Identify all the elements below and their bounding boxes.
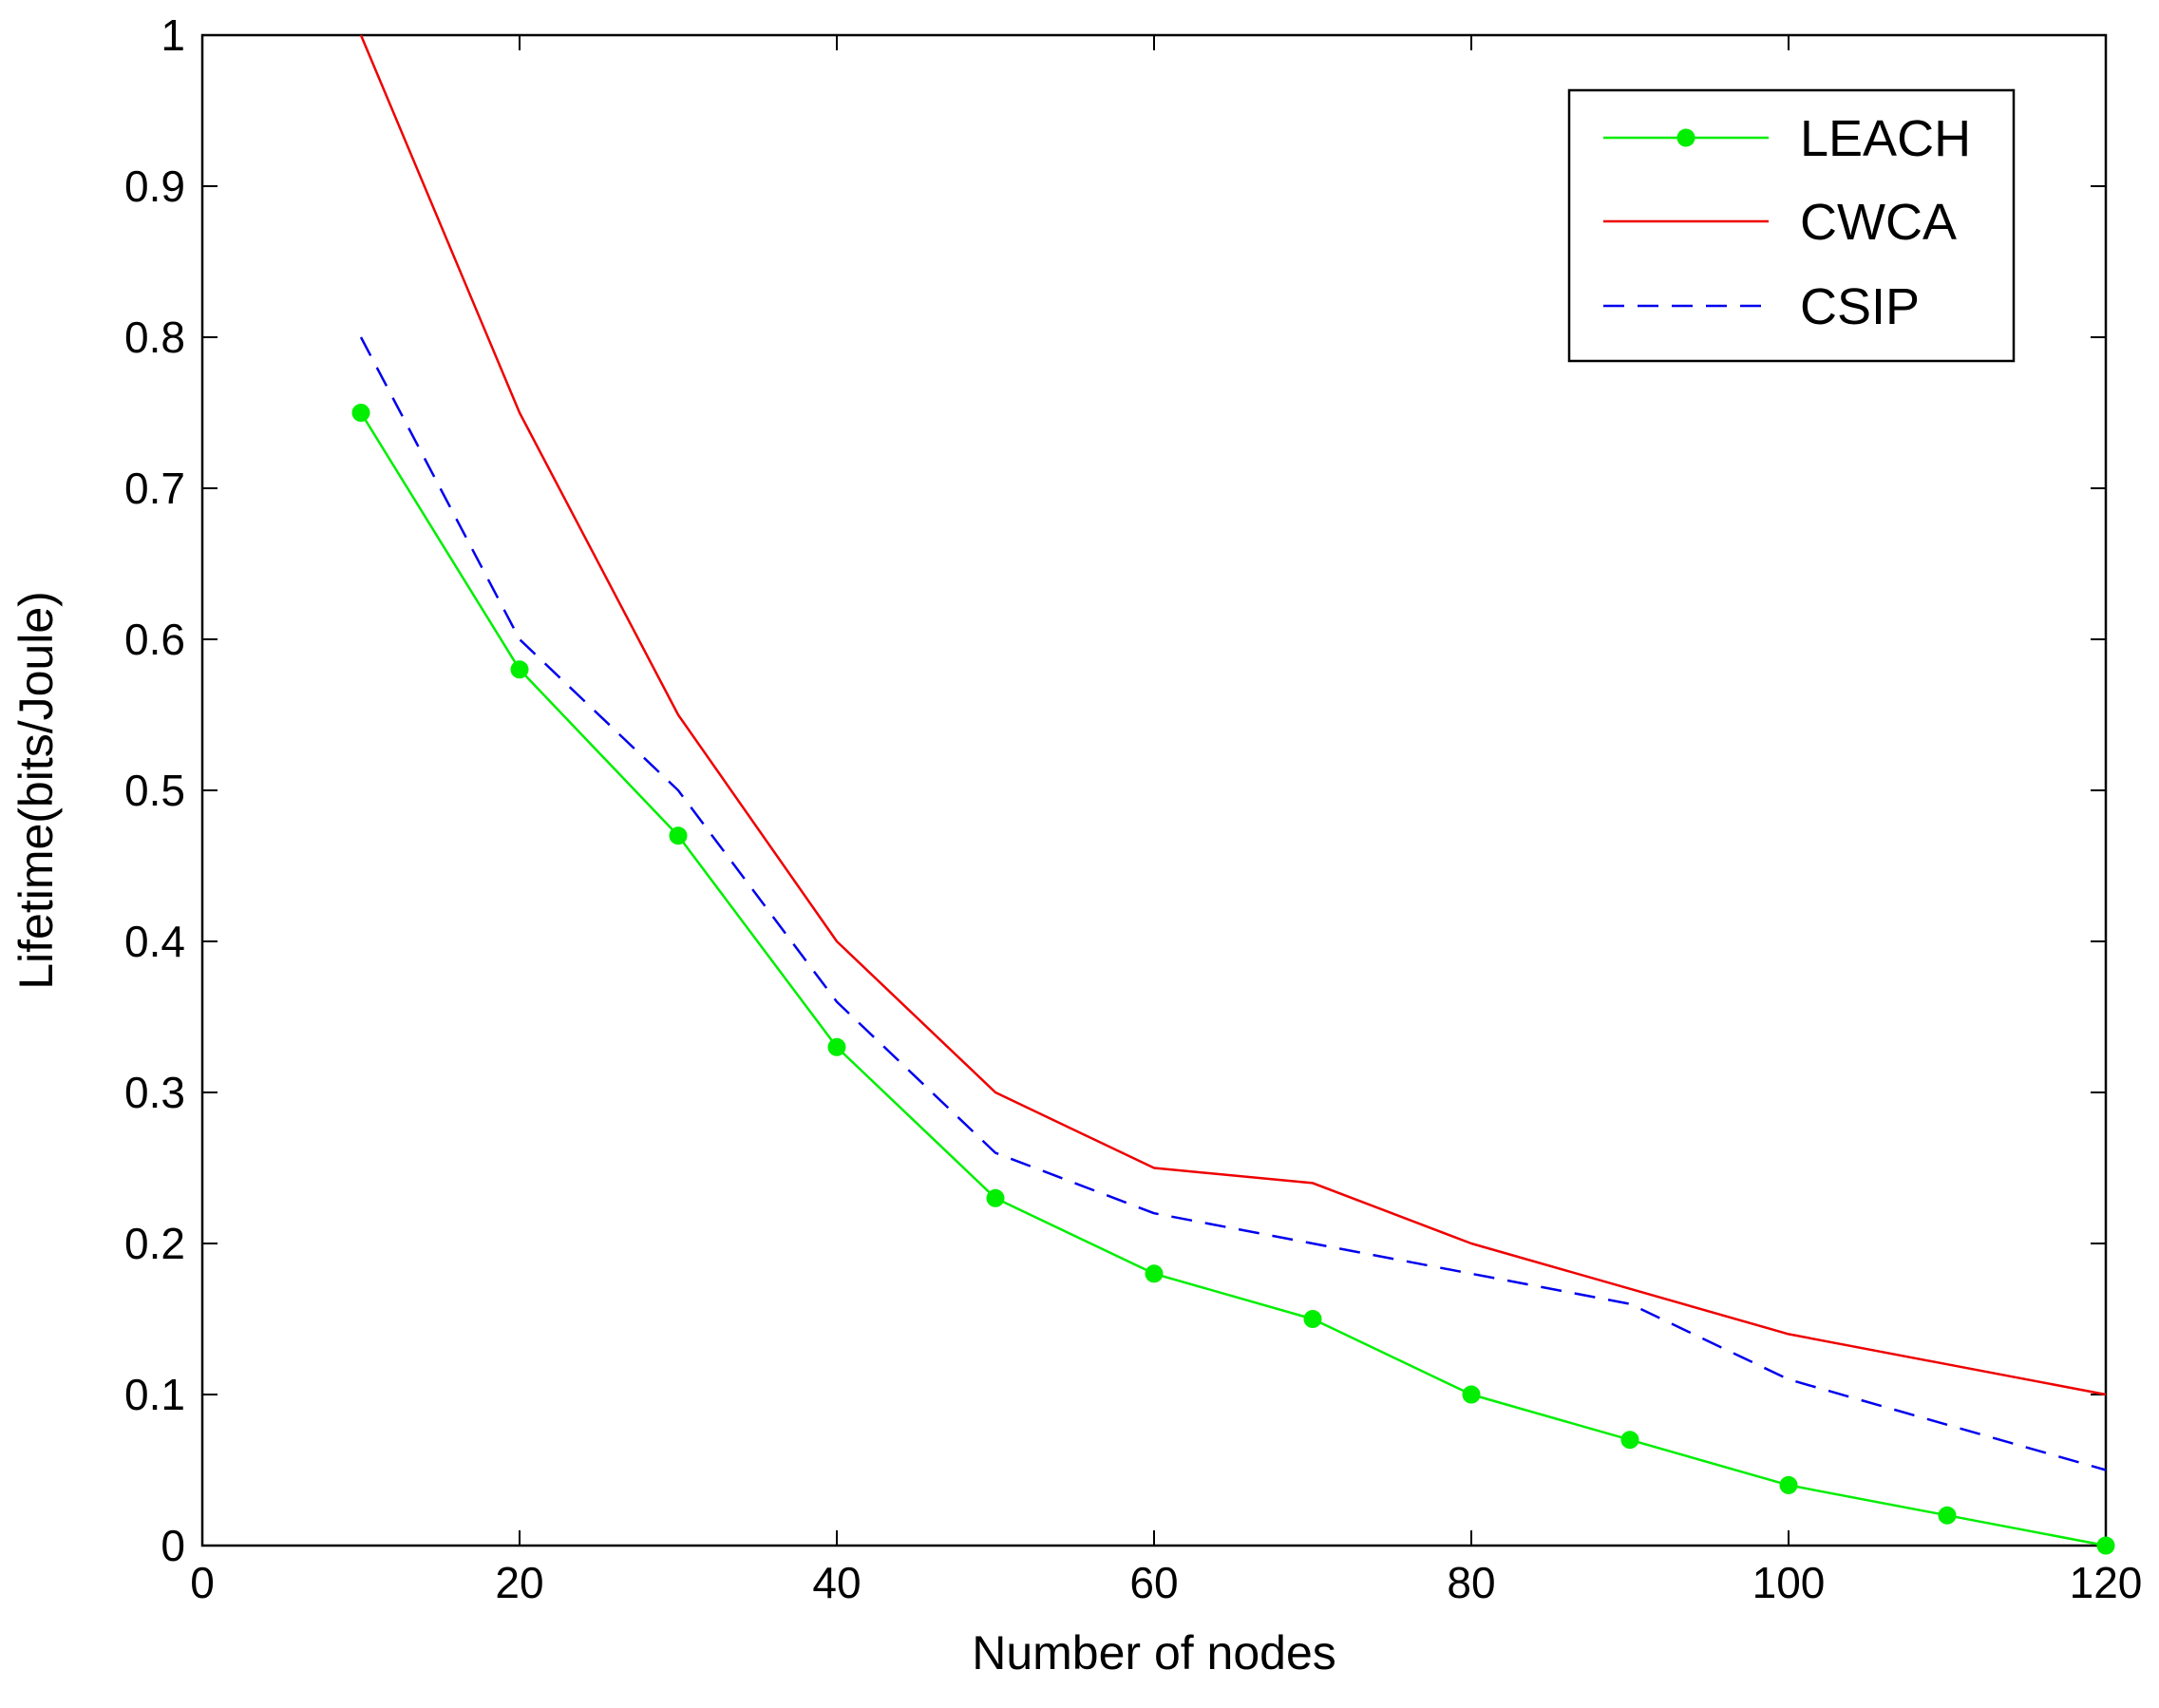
y-tick-label: 0.4 (124, 917, 185, 966)
y-tick-label: 0.6 (124, 615, 185, 664)
legend-label-leach: LEACH (1800, 110, 1971, 167)
tick-labels: 0 20 40 60 80 100 120 0 0.1 0.2 0.3 0.4 0.5 0.6 0.7 0.8… (124, 10, 2142, 1607)
axis-ticks (201, 34, 2107, 1547)
legend-label-cwca: CWCA (1800, 194, 1957, 251)
data-point-leach (827, 1037, 846, 1056)
x-tick-label: 80 (1447, 1558, 1495, 1607)
data-point-leach (986, 1188, 1005, 1207)
legend: LEACH CWCA CSIP (1567, 88, 2016, 363)
series-line-csip (359, 336, 2107, 1471)
x-tick-label: 120 (2070, 1558, 2143, 1607)
series-leach (351, 404, 2115, 1555)
legend-item-cwca: CWCA (1603, 194, 1957, 251)
y-axis-label: Lifetime(bits/Joule) (9, 591, 63, 990)
series-csip (359, 336, 2107, 1471)
y-tick-label: 0.1 (124, 1370, 185, 1419)
y-tick-label: 0.2 (124, 1219, 185, 1268)
data-point-leach (1303, 1310, 1322, 1328)
series-layer (351, 34, 2115, 1555)
data-point-leach (510, 660, 529, 679)
legend-item-leach: LEACH (1603, 110, 1971, 167)
data-point-leach (1620, 1431, 1639, 1450)
y-tick-label: 1 (161, 10, 185, 60)
data-point-leach (669, 826, 688, 845)
y-tick-label: 0.8 (124, 313, 185, 362)
x-tick-label: 60 (1129, 1558, 1178, 1607)
legend-label-csip: CSIP (1800, 278, 1920, 335)
y-tick-label: 0 (161, 1521, 185, 1570)
series-line-cwca (359, 34, 2107, 1396)
y-tick-label: 0.5 (124, 766, 185, 815)
y-tick-label: 0.7 (124, 464, 185, 513)
data-point-leach (1779, 1475, 1798, 1494)
legend-item-csip: CSIP (1603, 278, 1920, 335)
x-tick-label: 20 (495, 1558, 543, 1607)
data-point-leach (351, 404, 370, 422)
series-line-leach (359, 411, 2107, 1547)
data-point-leach (1938, 1506, 1957, 1525)
data-point-leach (1145, 1264, 1164, 1283)
x-tick-label: 40 (812, 1558, 861, 1607)
data-point-leach (2096, 1536, 2115, 1555)
y-tick-label: 0.3 (124, 1068, 185, 1117)
legend-marker-leach (1676, 128, 1695, 147)
x-axis-label: Number of nodes (972, 1626, 1336, 1680)
x-tick-label: 0 (190, 1558, 215, 1607)
x-tick-label: 100 (1752, 1558, 1826, 1607)
series-cwca (359, 34, 2107, 1396)
legend-box (1567, 88, 2016, 363)
data-point-leach (1462, 1385, 1481, 1404)
y-tick-label: 0.9 (124, 161, 185, 211)
